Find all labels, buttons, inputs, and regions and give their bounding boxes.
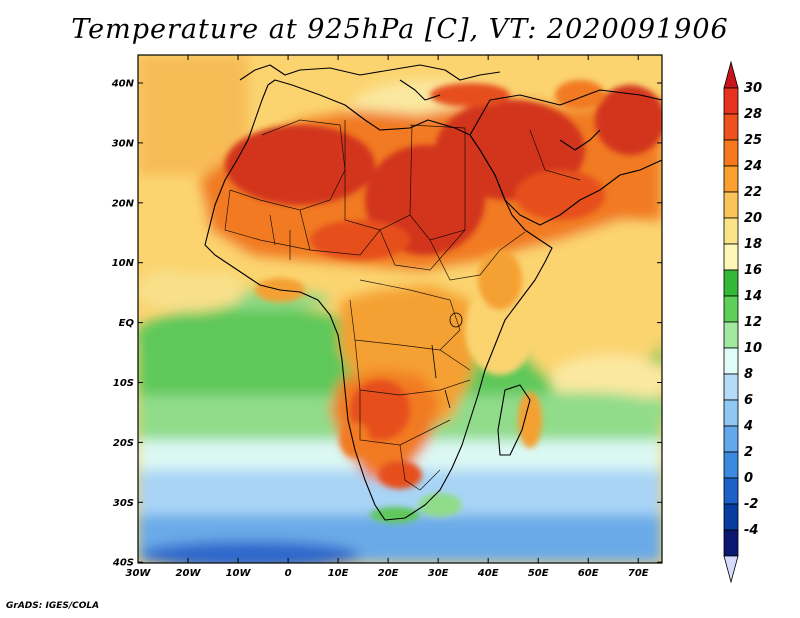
lon-tick-label: 30E	[428, 568, 449, 579]
lon-tick-label: 10W	[226, 568, 252, 579]
colorbar-label: -2	[744, 497, 758, 512]
colorbar-label: 12	[744, 315, 762, 330]
colorbar-label: 24	[744, 159, 762, 174]
lat-tick-label: EQ	[119, 318, 135, 329]
lat-tick-label: 20N	[112, 198, 135, 209]
colorbar-label: 30	[744, 81, 762, 96]
colorbar-label: 4	[743, 419, 753, 434]
colorbar-label: 2	[744, 445, 753, 460]
colorbar-swatch	[723, 243, 739, 271]
lon-tick-label: 20W	[176, 568, 202, 579]
lat-tick-label: 40N	[111, 79, 135, 90]
lakes	[431, 312, 463, 409]
lon-tick-label: 70E	[628, 568, 649, 579]
colorbar-swatch	[723, 269, 739, 297]
colorbar-swatch	[723, 529, 739, 557]
temperature-field	[138, 55, 662, 563]
lon-tick-label: 60E	[578, 568, 599, 579]
map-title: Temperature at 925hPa [C], VT: 202009190…	[71, 14, 729, 45]
lon-tick-label: 10E	[328, 568, 349, 579]
lon-axis: 30W 20W 10W 0 10E 20E 30E 40E 50E 60E 70E	[126, 55, 649, 579]
colorbar-over-arrow	[723, 60, 739, 89]
lon-tick-label: 20E	[378, 568, 399, 579]
lat-tick-label: 10S	[113, 378, 134, 389]
colorbar-label: -4	[744, 523, 758, 538]
colorbar-label: 10	[744, 341, 762, 356]
colorbar-swatch	[723, 373, 739, 401]
colorbar-swatch	[723, 425, 739, 453]
lon-tick-label: 30W	[126, 568, 152, 579]
colorbar-label: 25	[744, 133, 762, 148]
colorbar-swatch	[723, 503, 739, 531]
colorbar-label: 20	[744, 211, 762, 226]
colorbar-swatch	[723, 191, 739, 219]
colorbar-swatch	[723, 477, 739, 505]
colorbar-swatch	[723, 217, 739, 245]
lat-axis: 40N 30N 20N 10N EQ 10S 20S 30S 40S	[111, 79, 662, 569]
colorbar-label: 6	[744, 393, 753, 408]
colorbar-swatch	[723, 399, 739, 427]
colorbar-swatch	[723, 165, 739, 193]
colorbar-swatch	[723, 295, 739, 323]
coastlines	[204, 64, 662, 521]
lat-tick-label: 40S	[112, 558, 134, 569]
colorbar-under-arrow	[723, 555, 739, 584]
lon-tick-label: 50E	[528, 568, 549, 579]
colorbar-swatch	[723, 321, 739, 349]
lat-tick-label: 20S	[113, 438, 134, 449]
colorbar-swatch	[723, 113, 739, 141]
lat-tick-label: 10N	[112, 258, 135, 269]
colorbar-label: 28	[744, 107, 762, 122]
colorbar-label: 14	[744, 289, 762, 304]
plot-frame	[137, 54, 663, 564]
colorbar-label: 18	[744, 237, 762, 252]
colorbar-swatch	[723, 347, 739, 375]
colorbar-label: 0	[744, 471, 753, 486]
colorbar-label: 22	[744, 185, 762, 200]
colorbar-swatch	[723, 87, 739, 115]
colorbar-label: 16	[744, 263, 762, 278]
country-borders	[224, 119, 581, 491]
lat-tick-label: 30S	[113, 498, 134, 509]
lon-tick-label: 0	[285, 568, 292, 579]
colorbar-swatch	[723, 451, 739, 479]
colorbar-label: 8	[744, 367, 753, 382]
lat-tick-label: 30N	[112, 138, 135, 149]
colorbar-swatch	[723, 139, 739, 167]
grads-credit: GrADS: IGES/COLA	[6, 601, 100, 611]
lon-tick-label: 40E	[477, 568, 499, 579]
